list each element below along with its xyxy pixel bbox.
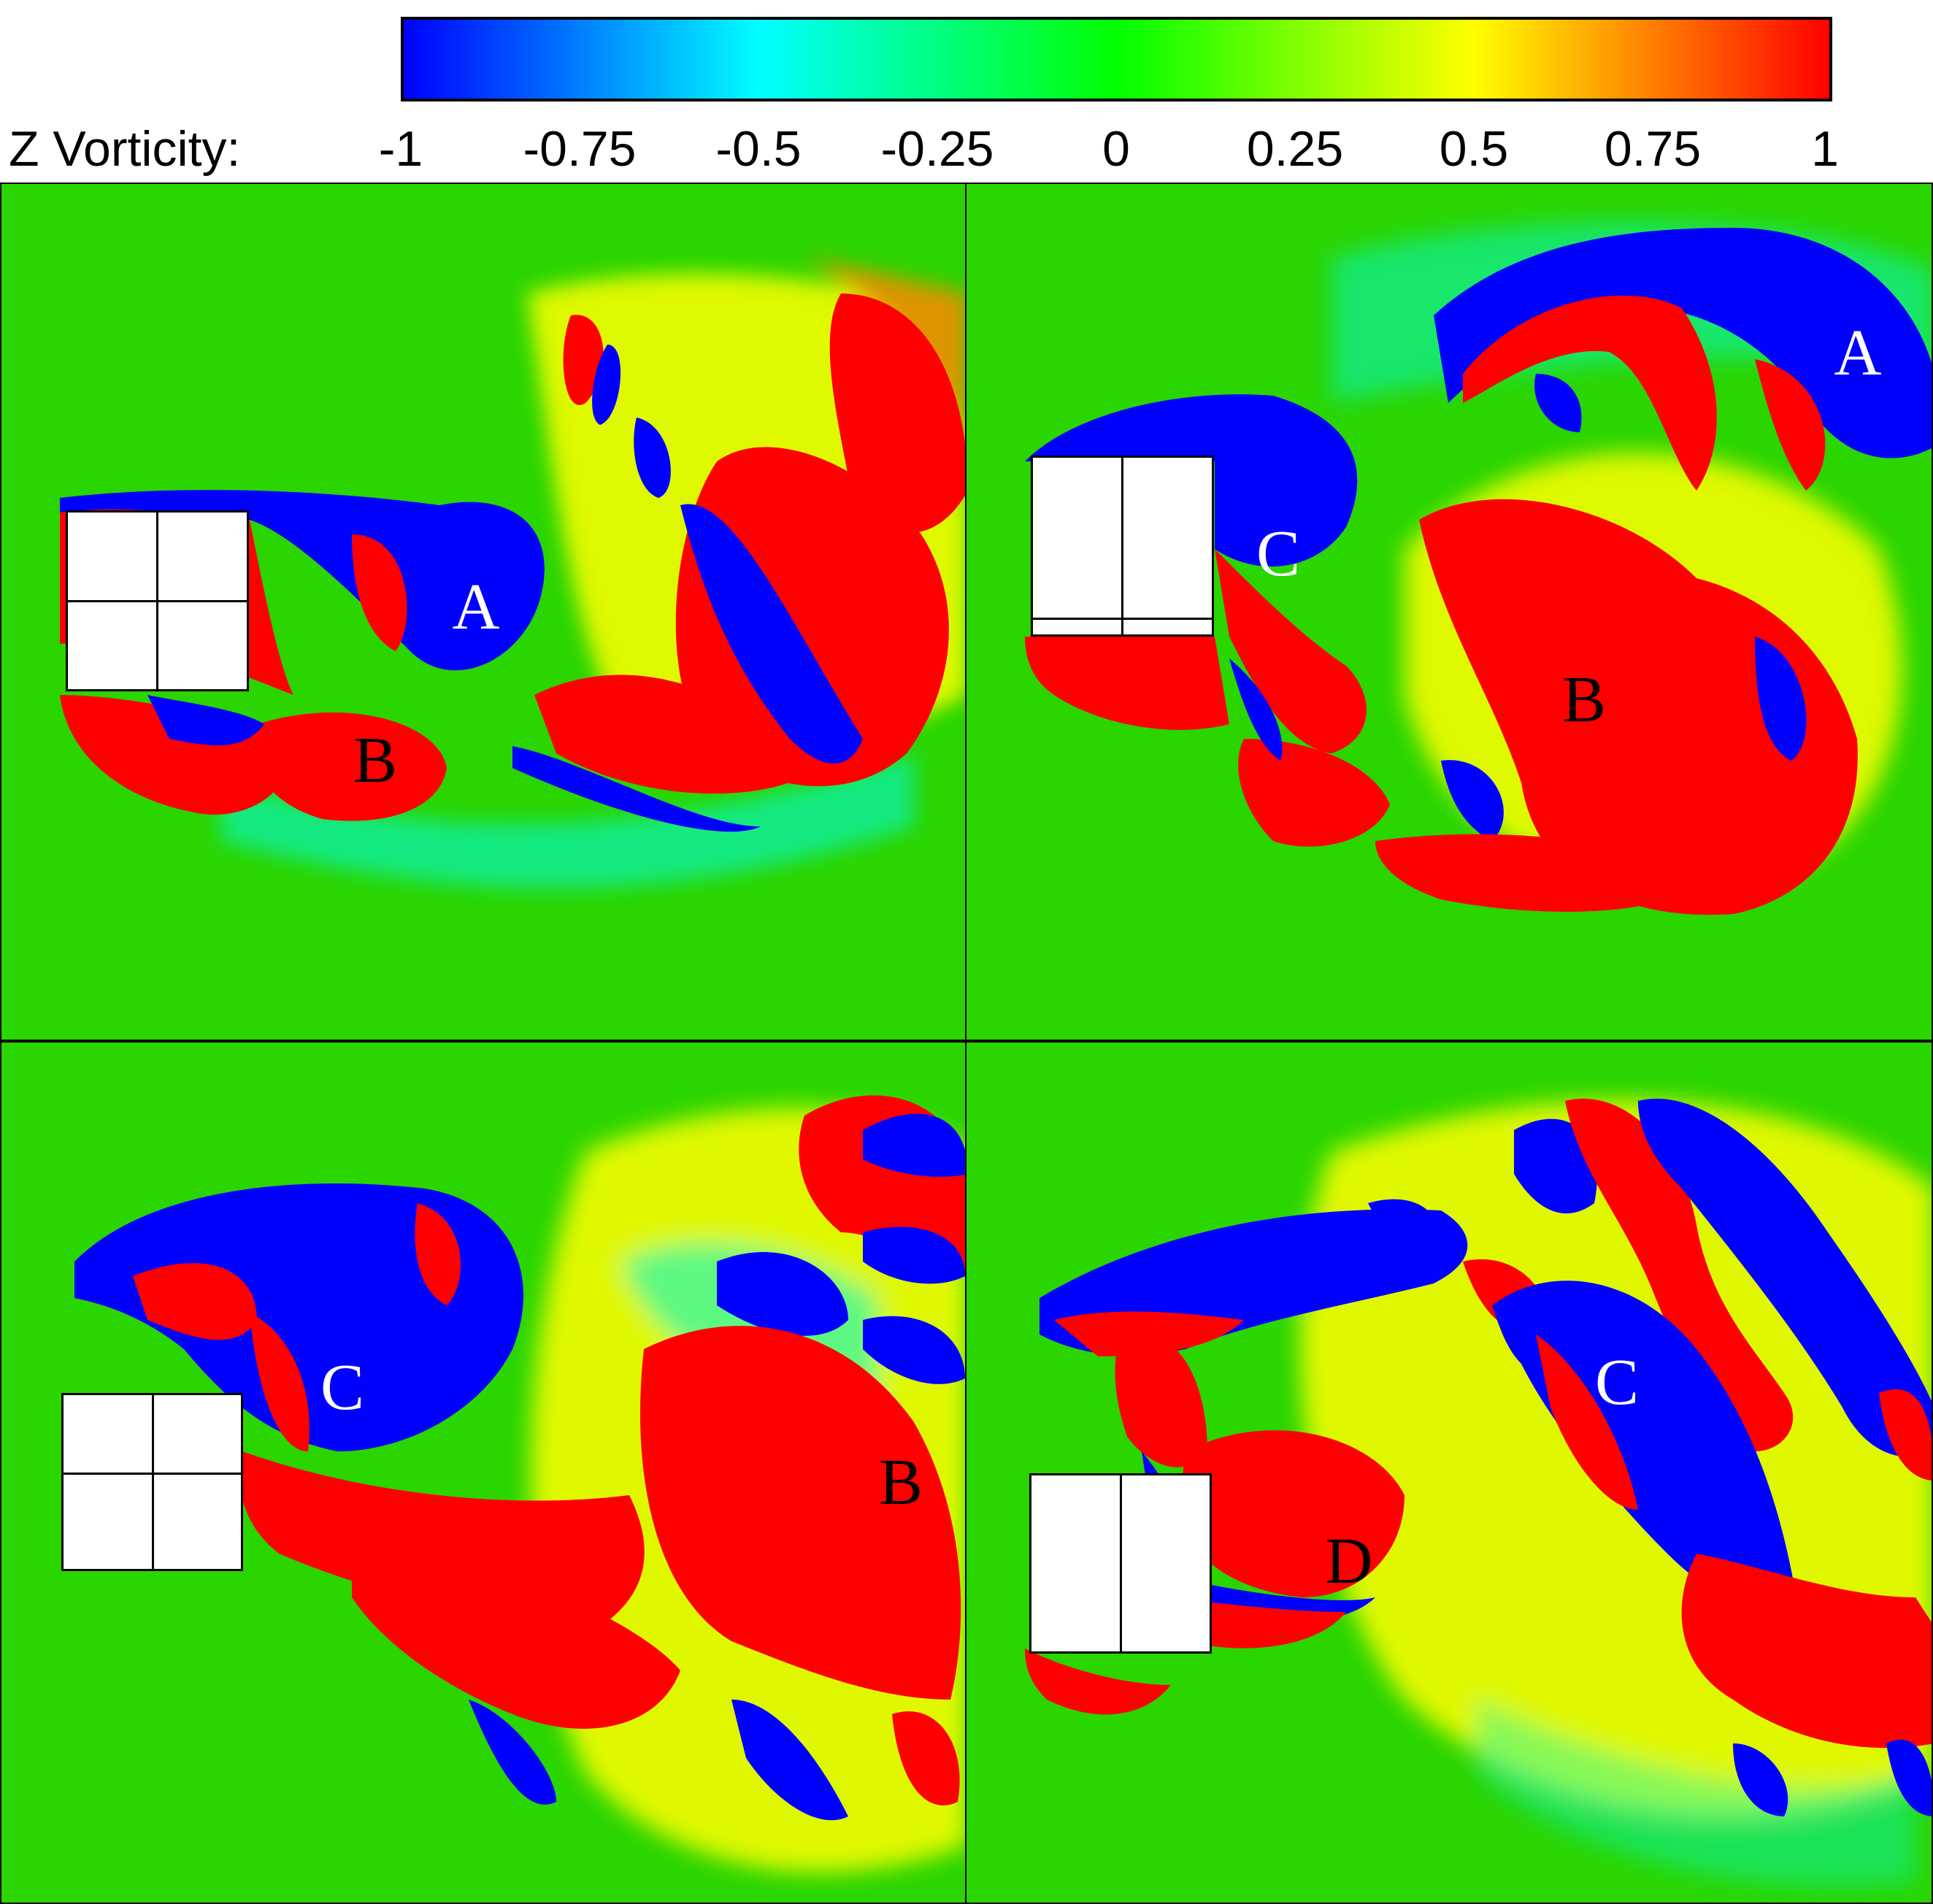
vorticity-field (1025, 1098, 1932, 1887)
colorbar-tick: -1 (378, 121, 423, 177)
vortex-label-c: C (1594, 1346, 1640, 1419)
square-cylinder (1031, 456, 1214, 637)
colorbar-tick: 0.75 (1604, 121, 1702, 177)
vorticity-field (1025, 222, 1932, 915)
vortex-label-b: B (1561, 664, 1607, 736)
vorticity-panel-bottom-right: C D (965, 1041, 1933, 1904)
vortex-label-a: A (452, 571, 500, 643)
colorbar-tick: 1 (1811, 121, 1839, 177)
vortex-label-d: D (1325, 1525, 1373, 1597)
colorbar (401, 17, 1832, 101)
colorbar-tick: 0.5 (1439, 121, 1509, 177)
vortex-label-c: C (320, 1351, 365, 1424)
vorticity-field (60, 257, 965, 888)
colorbar-tick: -0.5 (715, 121, 802, 177)
vortex-label-b: B (353, 724, 398, 796)
vortex-label-a: A (1834, 317, 1882, 389)
colorbar-tick: -0.75 (523, 121, 637, 177)
square-cylinder (61, 1393, 243, 1571)
vorticity-panel-bottom-left: B C (0, 1041, 966, 1904)
vorticity-panel-top-left: A B (0, 183, 966, 1041)
vortex-label-c: C (1256, 518, 1301, 590)
vortex-label-b: B (878, 1446, 923, 1519)
vorticity-field (74, 1095, 965, 1873)
vorticity-panel-top-right: A B C (965, 183, 1933, 1041)
colorbar-tick: -0.25 (880, 121, 994, 177)
square-cylinder (1029, 1473, 1212, 1654)
square-cylinder (66, 510, 249, 691)
colorbar-tick: 0 (1102, 121, 1130, 177)
colorbar-tick: 0.25 (1246, 121, 1344, 177)
colorbar-label: Z Vorticity: (9, 121, 241, 177)
